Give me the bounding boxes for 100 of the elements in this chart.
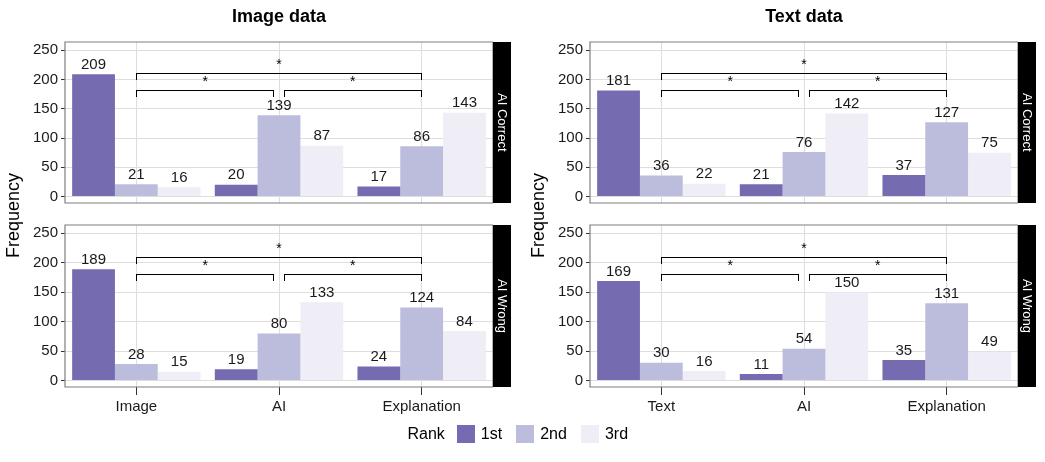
- chart-title: Text data: [764, 6, 844, 27]
- data-label: 28: [127, 344, 145, 362]
- y-tick-label: 150: [32, 98, 58, 116]
- bar: [257, 115, 301, 197]
- bar: [925, 122, 969, 197]
- data-label: 37: [895, 155, 913, 173]
- annotation: *: [874, 73, 882, 90]
- bar: [782, 152, 826, 197]
- y-tick-label: 200: [32, 252, 58, 270]
- data-label: 22: [695, 164, 713, 182]
- x-tick-label: Image: [115, 397, 158, 415]
- data-label: 15: [170, 352, 188, 370]
- bar: [257, 333, 301, 381]
- data-label: 127: [934, 102, 960, 120]
- bar: [825, 113, 869, 197]
- bar: [443, 112, 486, 197]
- data-label: 24: [370, 347, 388, 365]
- bar: [782, 348, 826, 381]
- y-tick-label: 250: [557, 40, 583, 58]
- bar: [114, 184, 158, 197]
- legend-label: 1st: [480, 425, 503, 443]
- data-label: 142: [834, 94, 860, 112]
- data-label: 21: [752, 164, 770, 182]
- bar: [682, 183, 726, 197]
- data-label: 16: [695, 351, 713, 369]
- bar: [400, 146, 444, 197]
- data-label: 169: [606, 261, 632, 279]
- bar: [72, 269, 115, 381]
- bar: [72, 74, 115, 197]
- data-label: 133: [309, 282, 335, 300]
- bar: [214, 369, 258, 381]
- bar: [639, 175, 683, 197]
- bar: [597, 280, 640, 381]
- y-tick-label: 0: [574, 370, 583, 388]
- legend-label: 3rd: [604, 425, 629, 443]
- y-tick-label: 200: [557, 252, 583, 270]
- data-label: 181: [606, 71, 632, 89]
- bar: [357, 366, 401, 381]
- bar: [157, 187, 201, 197]
- bar: [825, 292, 869, 381]
- bar: [968, 351, 1011, 381]
- data-label: 49: [981, 332, 998, 350]
- bar: [114, 364, 158, 381]
- bar: [882, 359, 926, 381]
- y-tick-label: 50: [566, 341, 583, 359]
- y-tick-label: 100: [557, 128, 583, 146]
- annotation: *: [349, 256, 357, 273]
- data-label: 80: [270, 314, 288, 332]
- data-label: 30: [652, 343, 670, 361]
- y-tick-label: 250: [32, 40, 58, 58]
- annotation: *: [726, 73, 734, 90]
- annotation: *: [201, 73, 209, 90]
- y-tick-label: 200: [32, 69, 58, 87]
- data-label: 143: [451, 93, 477, 111]
- data-label: 124: [409, 288, 435, 306]
- chart-title: Image data: [230, 6, 327, 27]
- x-tick-label: AI: [271, 397, 287, 415]
- data-label: 36: [652, 156, 670, 174]
- x-tick-label: Explanation: [907, 397, 986, 415]
- data-label: 21: [127, 164, 145, 182]
- annotation: *: [726, 256, 734, 273]
- data-label: 35: [895, 340, 913, 358]
- y-tick-label: 250: [32, 223, 58, 241]
- bar: [357, 186, 401, 197]
- bar: [157, 371, 201, 381]
- y-tick-label: 150: [557, 98, 583, 116]
- y-tick-label: 200: [557, 69, 583, 87]
- y-tick-label: 100: [557, 311, 583, 329]
- data-label: 16: [170, 167, 188, 185]
- data-label: 139: [266, 95, 292, 113]
- annotation: *: [800, 239, 808, 256]
- x-tick-label: AI: [796, 397, 812, 415]
- y-tick-label: 0: [49, 186, 58, 204]
- bar: [968, 152, 1011, 197]
- data-label: 54: [795, 329, 813, 347]
- bar: [400, 307, 444, 381]
- bar: [739, 184, 783, 197]
- data-label: 20: [227, 165, 245, 183]
- bar: [214, 184, 258, 197]
- annotation: *: [874, 256, 882, 273]
- bar: [682, 371, 726, 381]
- text: AI Wrong: [493, 225, 511, 387]
- data-label: 131: [934, 283, 960, 301]
- bar: [443, 331, 486, 381]
- data-label: 209: [81, 54, 107, 72]
- data-label: 150: [834, 272, 860, 290]
- annotation: *: [275, 239, 283, 256]
- data-label: 84: [456, 311, 473, 329]
- data-label: 11: [753, 354, 769, 372]
- y-tick-label: 250: [557, 223, 583, 241]
- annotation: *: [800, 56, 808, 73]
- bar: [739, 374, 783, 381]
- bar: [882, 174, 926, 197]
- y-axis-title: Frequency: [3, 171, 24, 260]
- bar: [639, 362, 683, 381]
- legend-label: 2nd: [540, 425, 567, 443]
- data-label: 87: [313, 126, 331, 144]
- y-tick-label: 50: [41, 157, 58, 175]
- data-label: 17: [370, 167, 388, 185]
- text: AI Correct: [1018, 42, 1036, 203]
